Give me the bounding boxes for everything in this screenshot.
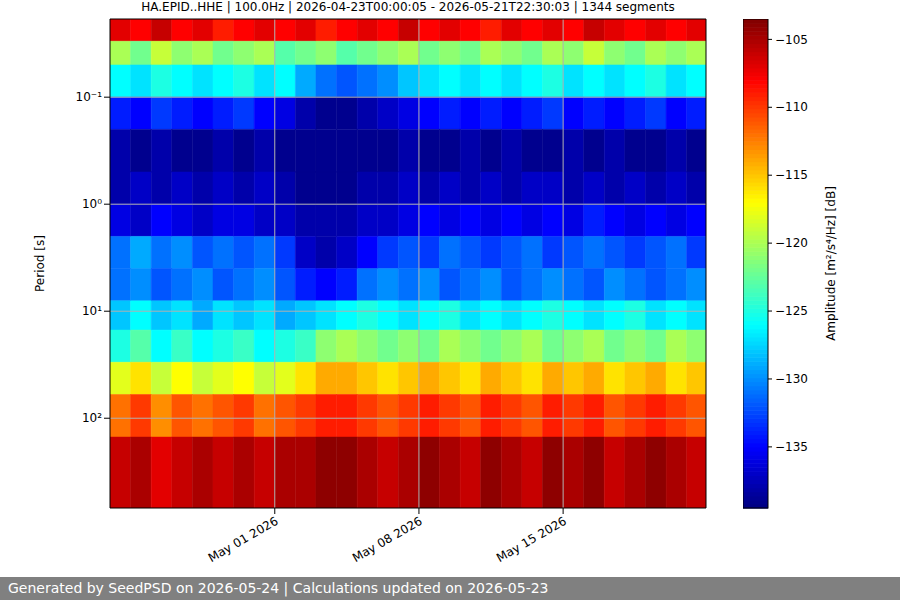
svg-text:10¹: 10¹ xyxy=(82,304,102,318)
svg-text:10²: 10² xyxy=(82,411,102,425)
svg-text:−135: −135 xyxy=(775,440,808,454)
svg-text:10⁰: 10⁰ xyxy=(82,197,102,211)
svg-text:Amplitude [m²/s⁴/Hz] [dB]: Amplitude [m²/s⁴/Hz] [dB] xyxy=(824,186,838,341)
html-text:Generated by SeedPSD on 2026-0: Generated by SeedPSD on 2026-05-24 | Cal… xyxy=(8,580,549,596)
html-text:HA.EPID..HHE | 100.0Hz | 2026-: HA.EPID..HHE | 100.0Hz | 2026-04-23T00:0… xyxy=(141,0,675,14)
svg-text:−130: −130 xyxy=(775,372,808,386)
svg-text:−125: −125 xyxy=(775,304,808,318)
svg-text:−115: −115 xyxy=(775,168,808,182)
svg-text:Period [s]: Period [s] xyxy=(33,235,47,292)
svg-text:−120: −120 xyxy=(775,236,808,250)
svg-text:May 01 2026: May 01 2026 xyxy=(206,514,281,565)
svg-text:10⁻¹: 10⁻¹ xyxy=(76,90,103,104)
svg-text:May 15 2026: May 15 2026 xyxy=(494,514,569,565)
svg-text:−110: −110 xyxy=(775,100,808,114)
svg-text:−105: −105 xyxy=(775,33,808,47)
svg-text:May 08 2026: May 08 2026 xyxy=(350,514,425,565)
